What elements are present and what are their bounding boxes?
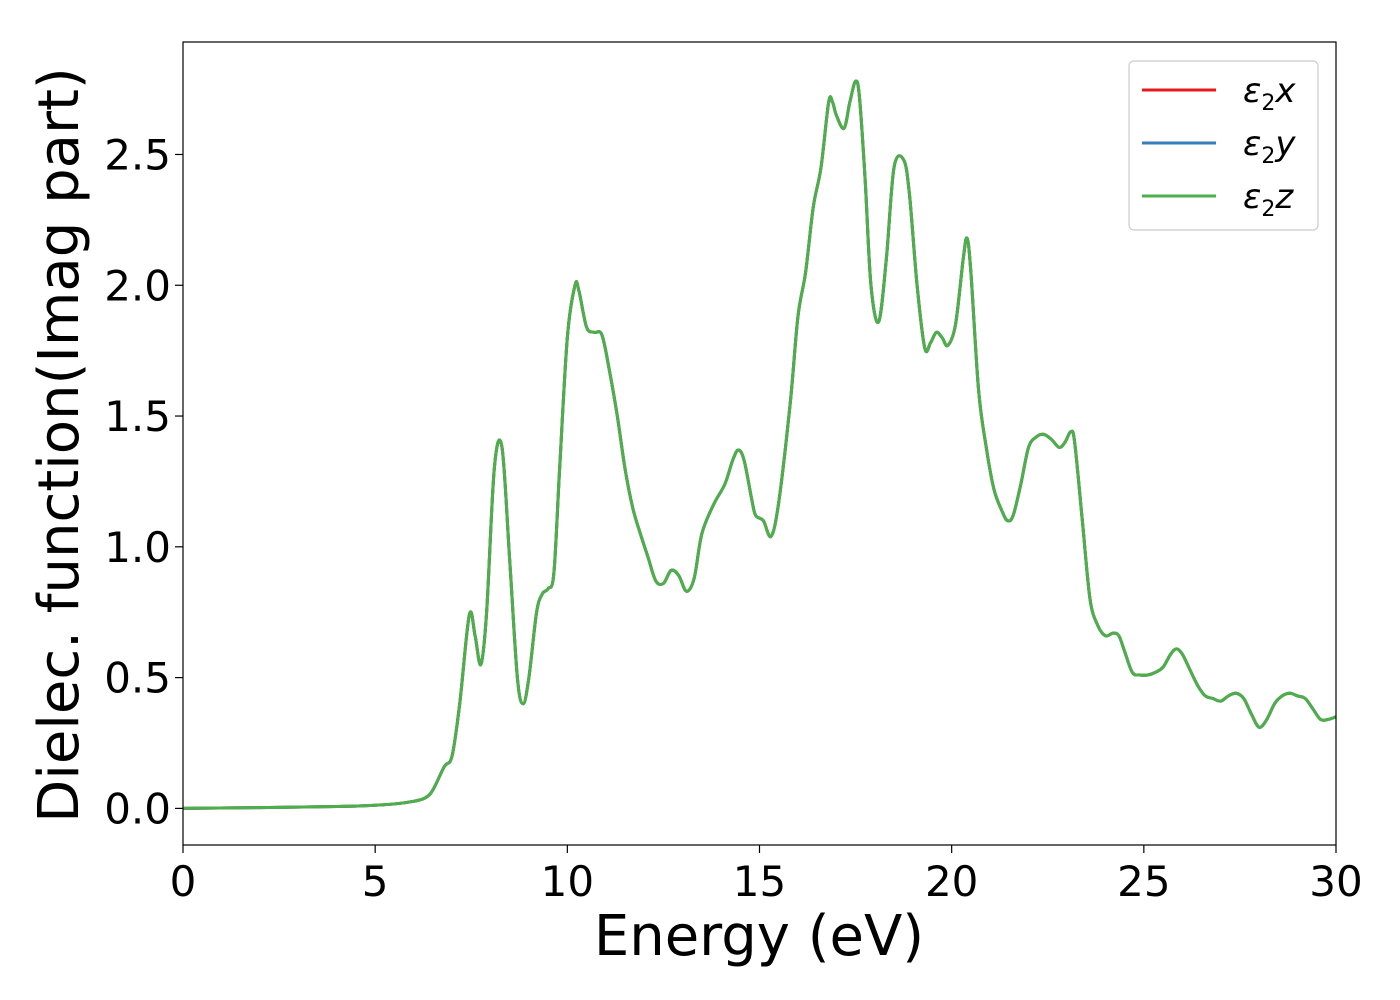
x-tick-label: 0 bbox=[170, 857, 197, 906]
x-tick-label: 25 bbox=[1117, 857, 1170, 906]
y-tick-label: 1.5 bbox=[104, 392, 171, 441]
x-tick-label: 10 bbox=[541, 857, 594, 906]
series-line-z bbox=[183, 79, 1336, 810]
y-tick-label: 0.5 bbox=[104, 654, 171, 703]
y-tick-label: 0.0 bbox=[104, 784, 171, 833]
legend: ε2x ε2y ε2z bbox=[1128, 60, 1319, 231]
x-tick-label: 5 bbox=[362, 857, 389, 906]
axes: 0 5 10 15 20 25 30 0.0 0.5 1.0 1.5 2.0 2.5 bbox=[104, 41, 1363, 906]
y-tick-label: 2.5 bbox=[104, 130, 171, 179]
y-tick-label: 1.0 bbox=[104, 523, 171, 572]
y-tick-label: 2.0 bbox=[104, 261, 171, 310]
legend-box bbox=[1128, 60, 1319, 231]
x-tick-label: 30 bbox=[1309, 857, 1362, 906]
x-tick-label: 15 bbox=[733, 857, 786, 906]
legend-label-y: ε2y bbox=[1243, 124, 1296, 169]
y-axis-label: Dielec. function(Imag part) bbox=[27, 67, 92, 823]
legend-label-z: ε2z bbox=[1243, 177, 1294, 222]
x-tick-label: 20 bbox=[925, 857, 978, 906]
x-axis-label: Energy (eV) bbox=[594, 904, 924, 969]
plot-area bbox=[183, 79, 1336, 810]
legend-label-x: ε2x bbox=[1243, 71, 1296, 116]
